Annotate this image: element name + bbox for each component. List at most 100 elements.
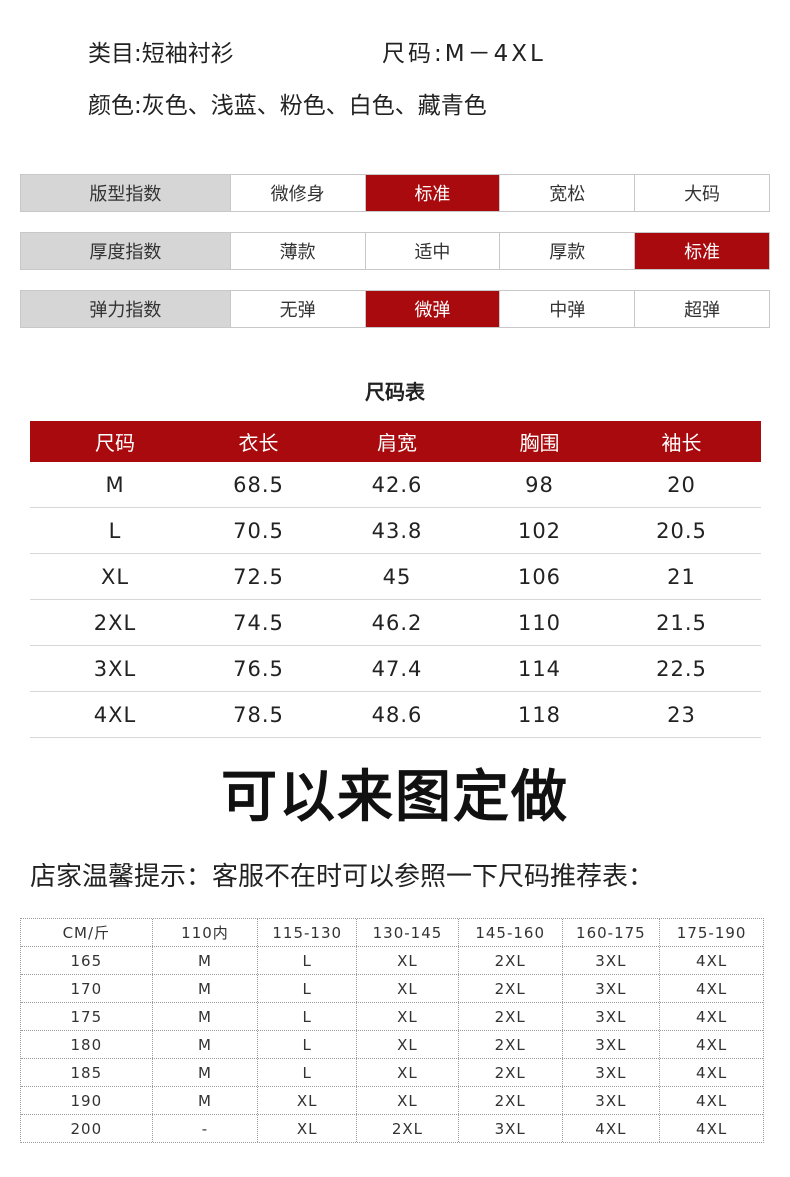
cell: 23 — [667, 702, 696, 727]
cell: 2XL — [457, 1087, 562, 1114]
cell: 3XL — [561, 947, 660, 974]
cell: 200 — [70, 1119, 103, 1138]
cell: 4XL — [659, 1031, 763, 1058]
cell: 2XL — [457, 1031, 562, 1058]
table-row: 175 M L XL 2XL 3XL 4XL — [21, 1003, 763, 1031]
cell: M — [151, 1059, 258, 1086]
index-option: 厚款 — [499, 233, 635, 269]
header-cell: CM/斤 — [62, 924, 111, 942]
product-size-range: 尺码:M－4XL — [382, 41, 546, 67]
cell: 4XL — [659, 1003, 763, 1030]
cell: 170 — [70, 979, 103, 998]
cell: 4XL — [93, 702, 137, 727]
index-label: 弹力指数 — [21, 291, 230, 327]
cell: 118 — [517, 702, 562, 727]
cell: M — [151, 975, 258, 1002]
cell: XL — [257, 1115, 356, 1142]
table-row: M 68.5 42.6 98 20 — [30, 462, 761, 508]
size-table-title: 尺码表 — [365, 380, 425, 404]
size-table-header: 尺码 衣长 肩宽 胸围 袖长 — [30, 421, 761, 462]
cell: 3XL — [457, 1115, 562, 1142]
cell: 4XL — [659, 1115, 763, 1142]
cell: 102 — [517, 518, 562, 543]
cell: 4XL — [659, 947, 763, 974]
cell: 3XL — [561, 1087, 660, 1114]
header-cell: 袖长 — [661, 431, 702, 455]
header-cell: 160-175 — [561, 919, 660, 946]
index-row-thickness: 厚度指数 薄款 适中 厚款 标准 — [20, 232, 770, 270]
cell: 45 — [382, 564, 412, 589]
cell: - — [151, 1115, 258, 1142]
cell: 21 — [667, 564, 696, 589]
cell: M — [151, 1003, 258, 1030]
index-option: 适中 — [364, 233, 500, 269]
cell: 3XL — [561, 1003, 660, 1030]
header-cell: 肩宽 — [377, 431, 417, 455]
cell: 20.5 — [656, 518, 707, 543]
cell: 2XL — [457, 1003, 562, 1030]
cell: 165 — [70, 951, 103, 970]
cell: L — [257, 1031, 356, 1058]
header-cell: 尺码 — [95, 431, 135, 455]
cell: XL — [257, 1087, 356, 1114]
cell: XL — [356, 947, 458, 974]
cell: 4XL — [659, 1059, 763, 1086]
cell: 76.5 — [233, 656, 284, 681]
cell: M — [151, 1087, 258, 1114]
cell: 22.5 — [656, 656, 707, 681]
table-row: L 70.5 43.8 102 20.5 — [30, 508, 761, 554]
cell: 78.5 — [233, 702, 284, 727]
product-colors: 颜色:灰色、浅蓝、粉色、白色、藏青色 — [88, 93, 487, 119]
cell: 106 — [517, 564, 562, 589]
cell: 2XL — [457, 975, 562, 1002]
index-option: 微弹 — [364, 291, 500, 327]
recommend-header: CM/斤 110内 115-130 130-145 145-160 160-17… — [21, 919, 763, 947]
table-row: 180 M L XL 2XL 3XL 4XL — [21, 1031, 763, 1059]
cell: 2XL — [356, 1115, 458, 1142]
header-cell: 145-160 — [457, 919, 562, 946]
table-row: 3XL 76.5 47.4 114 22.5 — [30, 646, 761, 692]
cell: 2XL — [457, 1059, 562, 1086]
cell: L — [108, 518, 122, 543]
cell: 3XL — [561, 975, 660, 1002]
header-cell: 110内 — [151, 919, 258, 946]
cell: 70.5 — [233, 518, 284, 543]
cell: 4XL — [659, 1087, 763, 1114]
cell: 180 — [70, 1035, 103, 1054]
index-option: 宽松 — [499, 175, 635, 211]
cell: 43.8 — [371, 518, 423, 543]
index-label: 厚度指数 — [21, 233, 230, 269]
index-option: 微修身 — [229, 175, 365, 211]
index-row-fit: 版型指数 微修身 标准 宽松 大码 — [20, 174, 770, 212]
index-option: 标准 — [364, 175, 500, 211]
cell: M — [151, 947, 258, 974]
cell: 42.6 — [371, 472, 423, 497]
cell: 110 — [517, 610, 562, 635]
cell: XL — [356, 1003, 458, 1030]
table-row: 185 M L XL 2XL 3XL 4XL — [21, 1059, 763, 1087]
cell: 3XL — [93, 656, 137, 681]
header-cell: 115-130 — [257, 919, 356, 946]
cell: XL — [356, 975, 458, 1002]
cell: 48.6 — [371, 702, 423, 727]
table-row: 2XL 74.5 46.2 110 21.5 — [30, 600, 761, 646]
index-option: 标准 — [634, 233, 769, 269]
cell: L — [257, 975, 356, 1002]
table-row: 200 - XL 2XL 3XL 4XL 4XL — [21, 1115, 763, 1142]
cell: 46.2 — [371, 610, 423, 635]
index-option: 大码 — [634, 175, 769, 211]
header-cell: 130-145 — [356, 919, 458, 946]
index-option: 中弹 — [499, 291, 635, 327]
cell: 98 — [525, 472, 554, 497]
cell: 185 — [70, 1063, 103, 1082]
cell: XL — [100, 564, 130, 589]
recommend-table: CM/斤 110内 115-130 130-145 145-160 160-17… — [20, 918, 764, 1143]
cell: L — [257, 947, 356, 974]
cell: 20 — [667, 472, 696, 497]
cell: 74.5 — [233, 610, 284, 635]
cell: 72.5 — [233, 564, 284, 589]
cell: 190 — [70, 1091, 103, 1110]
index-row-elasticity: 弹力指数 无弹 微弹 中弹 超弹 — [20, 290, 770, 328]
product-category: 类目:短袖衬衫 — [88, 41, 234, 67]
cell: XL — [356, 1059, 458, 1086]
